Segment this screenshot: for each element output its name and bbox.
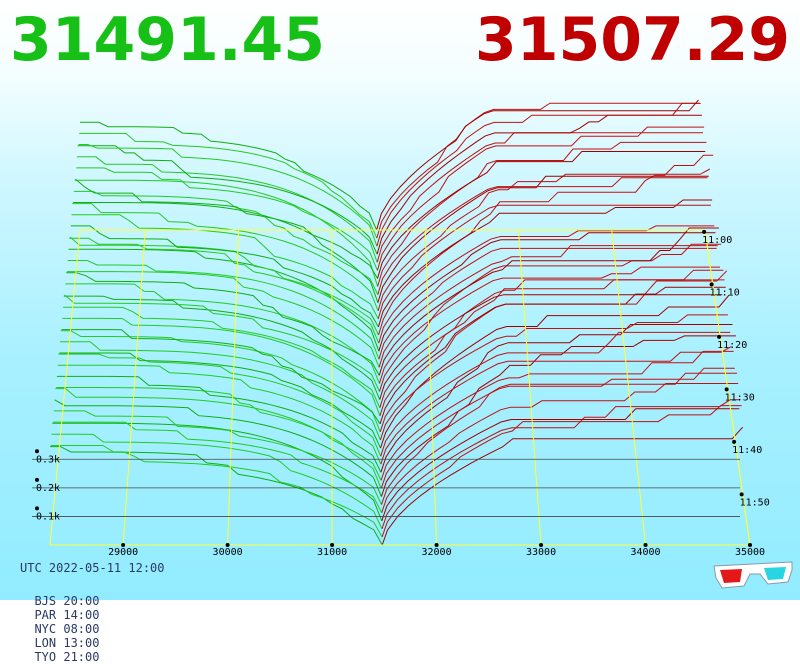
time-tick-label: 11:30 [725, 392, 755, 403]
volume-tick-mark [35, 506, 39, 510]
timezone-row: BJS 20:00 PAR 14:00 NYC 08:00 LON 13:00 … [20, 580, 124, 664]
price-tick-label: 33000 [526, 547, 556, 558]
ask-depth-line [377, 103, 701, 246]
grid-line [518, 230, 541, 545]
time-tick-mark [710, 282, 714, 286]
timezone-lon: LON 13:00 [34, 636, 99, 650]
ask-depth-line [377, 100, 699, 230]
price-tick-label: 31000 [317, 547, 347, 558]
volume-tick-label: 0.3k [36, 454, 60, 465]
ask-depth-line [381, 325, 733, 473]
time-tick-label: 11:50 [740, 497, 770, 508]
volume-tick-label: 0.2k [36, 483, 60, 494]
grid-line [612, 230, 646, 545]
time-tick-label: 11:20 [717, 340, 747, 351]
timezone-nyc: NYC 08:00 [34, 622, 99, 636]
volume-tick-mark [35, 449, 39, 453]
ask-depth-line [377, 127, 704, 270]
3d-glasses-icon[interactable] [712, 560, 796, 590]
volume-tick-mark [35, 478, 39, 482]
price-tick-label: 29000 [108, 547, 138, 558]
volume-tick-label: 0.1k [36, 511, 60, 522]
ask-depth-line [380, 244, 722, 391]
time-tick-mark [702, 230, 706, 234]
ask-price: 31507.29 [475, 4, 790, 76]
utc-timestamp: UTC 2022-05-11 12:00 [20, 561, 165, 575]
depth-chart: 0.1k 0.2k 0.3k 11:00 11:10 11:20 11:30 11:40 11… [0, 0, 800, 600]
price-tick-label: 32000 [422, 547, 452, 558]
time-tick-mark [717, 335, 721, 339]
bid-price: 31491.45 [10, 4, 325, 76]
ask-depth-line [378, 142, 707, 286]
price-tick-label: 34000 [630, 547, 660, 558]
time-tick-mark [732, 440, 736, 444]
ask-depth-line [377, 115, 702, 254]
timezone-tyo: TYO 21:00 [34, 650, 99, 664]
time-tick-label: 11:40 [732, 445, 762, 456]
time-tick-label: 11:00 [702, 235, 732, 246]
time-tick-label: 11:10 [710, 287, 740, 298]
timezone-par: PAR 14:00 [34, 608, 99, 622]
price-tick-label: 35000 [735, 547, 765, 558]
timezone-bjs: BJS 20:00 [34, 594, 99, 608]
price-tick-label: 30000 [213, 547, 243, 558]
time-tick-mark [740, 492, 744, 496]
time-tick-mark [725, 387, 729, 391]
ask-depth-line [377, 103, 700, 238]
